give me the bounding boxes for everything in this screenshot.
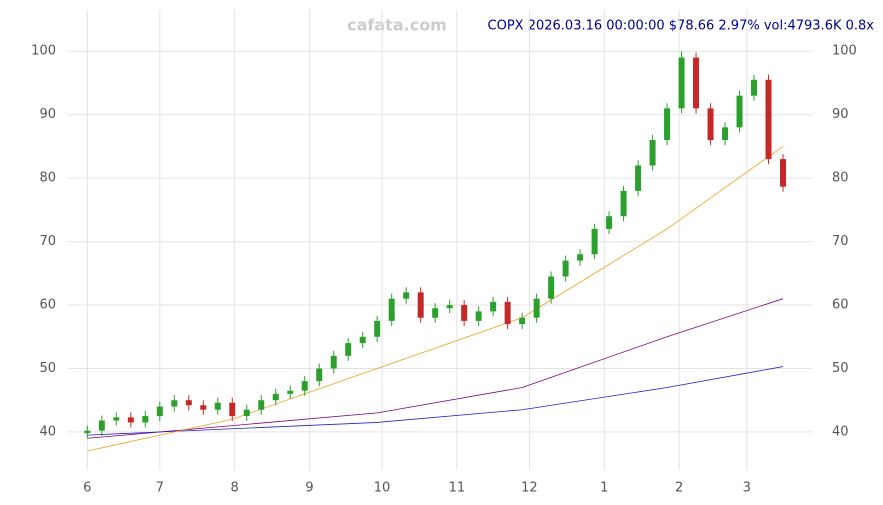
candle-body [461,305,468,321]
candle-body [287,390,294,394]
y-tick-label: 70 [39,234,56,249]
x-tick-label: 1 [600,481,608,496]
candle-body [490,301,497,312]
moving-average [87,298,784,439]
moving-average [87,366,784,436]
candle-body [635,165,642,191]
candle-body [765,79,772,160]
candle-body [142,416,149,423]
candle-body [432,308,439,318]
x-tick-label: 10 [374,481,391,496]
candle-body [693,57,700,109]
candle-body [620,190,627,217]
y-tick-label-right: 50 [832,361,849,376]
y-tick-label-right: 90 [832,107,849,122]
candle-body [272,393,279,401]
candle-body [156,406,163,417]
candle-body [533,298,540,318]
candle-body [751,79,758,96]
y-tick-label: 90 [39,107,56,122]
candle-body [301,381,308,391]
candle-body [577,254,584,261]
candle-body [446,305,453,309]
y-tick-label: 50 [39,361,56,376]
candle-body [229,402,236,417]
x-tick-label: 9 [305,481,313,496]
y-tick-label: 80 [39,171,56,186]
candle-body [98,420,105,431]
candle-body [678,57,685,109]
x-tick-label: 11 [449,481,466,496]
y-tick-label-right: 70 [832,234,849,249]
candle-body [519,317,526,325]
candle-body [649,140,656,166]
x-tick-label: 7 [156,481,164,496]
candle-body [359,336,366,344]
watermark: cafata.com [347,16,447,35]
x-tick-label: 8 [231,481,239,496]
candle-body [591,228,598,255]
candle-body [200,405,207,410]
candle-body [113,417,120,421]
candle-body [243,409,250,417]
y-tick-label-right: 80 [832,171,849,186]
candle-body [84,430,91,434]
y-tick-label: 40 [39,424,56,439]
candle-body [722,127,729,141]
moving-average [87,146,784,452]
candle-body [707,108,714,141]
candle-body [258,400,265,410]
y-tick-label-right: 60 [832,298,849,313]
x-tick-label: 3 [743,481,751,496]
y-tick-label-right: 100 [832,44,857,59]
candle-body [606,216,613,229]
candle-body [345,343,352,356]
candle-body [548,276,555,299]
candle-body [664,108,671,141]
candle-body [780,159,787,187]
candle-body [736,95,743,128]
candle-body [403,292,410,299]
y-tick-label-right: 40 [832,424,849,439]
x-tick-label: 12 [521,481,538,496]
candle-body [417,292,424,318]
y-tick-label: 100 [31,44,56,59]
x-tick-label: 6 [83,481,91,496]
candle-body [374,320,381,337]
candle-body [127,417,134,423]
candle-body [171,400,178,407]
candle-body [316,368,323,382]
candle-body [185,400,192,406]
y-tick-label: 60 [39,298,56,313]
chart-title: COPX 2026.03.16 00:00:00 $78.66 2.97% vo… [488,19,875,34]
x-tick-label: 2 [675,481,683,496]
candle-body [388,298,395,321]
candle-body [562,260,569,277]
candle-body [475,311,482,321]
candle-body [504,301,511,325]
candle-body [214,402,221,410]
candle-body [330,355,337,369]
